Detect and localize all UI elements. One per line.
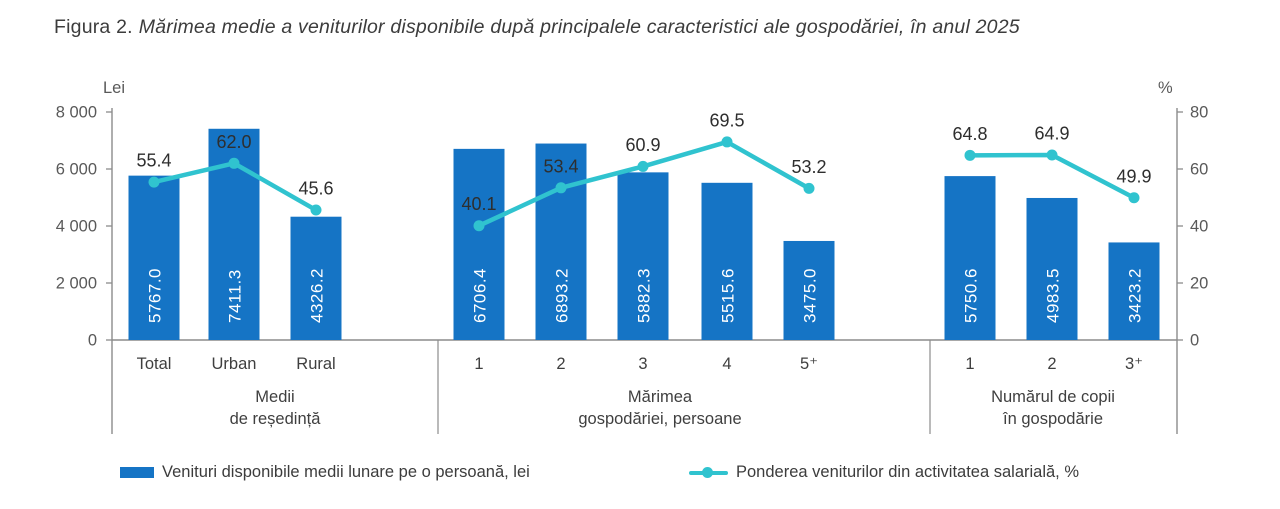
line-point-marker xyxy=(721,136,733,148)
line-point-marker xyxy=(473,220,485,232)
bar-series-label: Venituri disponibile medii lunare pe o p… xyxy=(162,462,530,481)
line-point-label: 45.6 xyxy=(298,179,333,199)
group-label-3: Numărul de copii xyxy=(991,388,1115,406)
bar-value-label: 3423.2 xyxy=(1126,268,1145,323)
line-point-label: 69.5 xyxy=(709,110,744,130)
left-axis-tick-label: 0 xyxy=(88,332,97,350)
bar-3 xyxy=(617,172,669,340)
line-point-label: 53.4 xyxy=(543,156,578,176)
line-point-label: 62.0 xyxy=(216,132,251,152)
bar-1 xyxy=(944,176,996,340)
line-point-marker xyxy=(1128,192,1140,204)
left-axis-tick-label: 2 000 xyxy=(56,275,97,293)
group-label-2: Mărimea xyxy=(628,388,693,406)
right-axis-tick-label: 20 xyxy=(1190,275,1208,293)
line-point-marker xyxy=(148,176,160,188)
category-label-Total: Total xyxy=(137,355,172,373)
line-point-label: 64.8 xyxy=(952,124,987,144)
line-point-label: 49.9 xyxy=(1116,166,1151,186)
bar-3⁺ xyxy=(1108,242,1160,340)
line-point-label: 60.9 xyxy=(625,135,660,155)
line-point-marker xyxy=(803,182,815,194)
category-label-5⁺: 5⁺ xyxy=(800,355,818,373)
category-label-3⁺: 3⁺ xyxy=(1125,355,1143,373)
right-axis-tick-label: 80 xyxy=(1190,104,1208,122)
bar-2 xyxy=(1026,197,1078,340)
line-point-marker xyxy=(555,182,567,194)
bar-series-swatch xyxy=(120,466,154,478)
legend-item-line: Ponderea veniturilor din activitatea sal… xyxy=(689,462,1080,481)
line-point-marker xyxy=(1046,149,1058,161)
line-point-marker xyxy=(228,157,240,169)
line-point-label: 55.4 xyxy=(136,151,171,171)
figure-title: Figura 2. Mărimea medie a veniturilor dis… xyxy=(54,16,1020,39)
figure-number: Figura 2. xyxy=(54,16,133,38)
bar-4 xyxy=(701,182,753,340)
figure-title-text: Mărimea medie a veniturilor disponibile … xyxy=(138,16,1020,38)
line-swatch-marker xyxy=(702,466,713,478)
right-axis-unit-label: % xyxy=(1158,79,1173,97)
bar-1 xyxy=(453,148,505,340)
bar-5⁺ xyxy=(783,240,835,340)
legend-item-bars: Venituri disponibile medii lunare pe o p… xyxy=(120,462,530,481)
category-label-3: 3 xyxy=(638,355,647,373)
bar-value-label: 5515.6 xyxy=(719,268,738,323)
bar-value-label: 7411.3 xyxy=(226,269,245,323)
group-label-3: în gospodărie xyxy=(1002,410,1103,428)
line-point-marker xyxy=(310,204,322,216)
bar-value-label: 3475.0 xyxy=(801,268,820,323)
category-label-4: 4 xyxy=(722,355,731,373)
line-series-swatch xyxy=(689,466,728,479)
category-label-2: 2 xyxy=(556,355,565,373)
right-axis-tick-label: 60 xyxy=(1190,161,1208,179)
group-label-1: de reședință xyxy=(230,410,322,428)
left-axis-unit-label: Lei xyxy=(103,79,125,97)
bar-Rural xyxy=(290,216,342,340)
line-series-label: Ponderea veniturilor din activitatea sal… xyxy=(736,462,1080,481)
category-label-Urban: Urban xyxy=(212,355,257,373)
line-point-marker xyxy=(637,160,649,172)
right-axis-tick-label: 40 xyxy=(1190,218,1208,236)
line-point-label: 64.9 xyxy=(1034,124,1069,144)
line-point-label: 53.2 xyxy=(791,157,826,177)
line-point-marker xyxy=(964,149,976,161)
bar-value-label: 6893.2 xyxy=(553,268,572,323)
bar-value-label: 4326.2 xyxy=(308,268,327,323)
line-point-label: 40.1 xyxy=(461,194,496,214)
bar-value-label: 5767.0 xyxy=(146,268,165,323)
bar-value-label: 5882.3 xyxy=(635,268,654,323)
bar-Total xyxy=(128,175,180,340)
bar-value-label: 5750.6 xyxy=(962,268,981,323)
group-label-2: gospodăriei, persoane xyxy=(578,410,741,428)
category-label-Rural: Rural xyxy=(296,355,335,373)
category-label-1: 1 xyxy=(965,355,974,373)
category-label-1: 1 xyxy=(474,355,483,373)
group-label-1: Medii xyxy=(255,388,294,406)
left-axis-tick-label: 4 000 xyxy=(56,218,97,236)
left-axis-tick-label: 6 000 xyxy=(56,161,97,179)
bar-value-label: 6706.4 xyxy=(471,268,490,323)
right-axis-tick-label: 0 xyxy=(1190,332,1199,350)
category-label-2: 2 xyxy=(1047,355,1056,373)
bar-value-label: 4983.5 xyxy=(1044,268,1063,323)
left-axis-tick-label: 8 000 xyxy=(56,104,97,122)
bar-2 xyxy=(535,143,587,340)
